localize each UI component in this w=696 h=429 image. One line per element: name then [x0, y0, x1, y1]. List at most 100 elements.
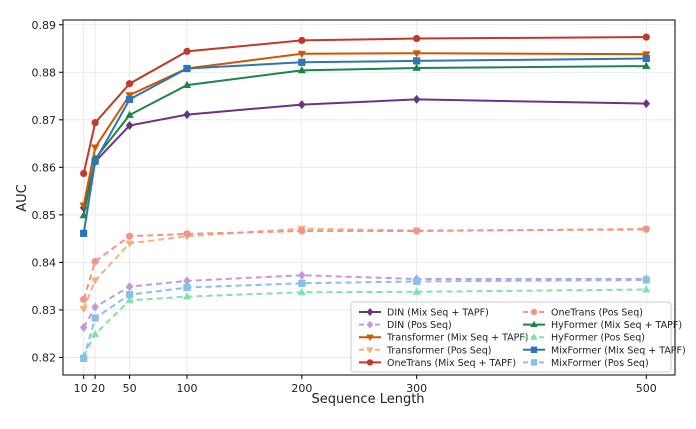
x-tick-label: 20 — [91, 382, 105, 395]
x-tick-label: 50 — [123, 382, 137, 395]
data-point — [366, 334, 374, 342]
legend-label: Transformer (Mix Seq + TAPF) — [386, 333, 529, 344]
data-point — [91, 157, 99, 165]
data-point — [412, 287, 421, 295]
data-point — [298, 227, 306, 235]
data-point — [366, 359, 374, 366]
legend-item: DIN (Mix Seq + TAPF) — [359, 308, 489, 319]
data-point — [80, 295, 88, 304]
legend-item: OneTrans (Mix Seq + TAPF) — [359, 358, 516, 369]
data-point — [530, 308, 538, 316]
data-point — [412, 50, 421, 58]
data-point — [297, 287, 306, 296]
data-point — [366, 347, 374, 354]
series-line — [82, 65, 647, 216]
y-tick-label: 0.84 — [32, 256, 57, 269]
series-hyformer-mix-seq-tapf — [79, 61, 651, 219]
data-point — [642, 276, 650, 284]
series-transformer-pos-seq — [79, 225, 651, 314]
data-point — [183, 64, 191, 73]
series-line — [82, 36, 647, 174]
data-point — [79, 306, 88, 314]
legend-label: HyFormer (Mix Seq + TAPF) — [551, 320, 682, 331]
data-point — [642, 225, 650, 233]
data-point — [642, 285, 651, 293]
data-point — [182, 292, 192, 300]
x-tick-label: 200 — [291, 382, 312, 395]
data-point — [80, 169, 88, 178]
legend-item: OneTrans (Pos Seq) — [523, 308, 643, 319]
plot-frame — [62, 19, 676, 376]
data-point — [530, 359, 538, 366]
legend-label: HyFormer (Pos Seq) — [551, 333, 645, 344]
data-point — [413, 227, 421, 235]
data-point — [125, 282, 134, 292]
legend-item: DIN (Pos Seq) — [359, 320, 452, 331]
data-point — [642, 61, 651, 69]
data-point — [80, 354, 88, 362]
data-point — [91, 257, 99, 266]
data-point — [125, 291, 134, 299]
data-point — [183, 230, 191, 238]
legend: DIN (Mix Seq + TAPF)DIN (Pos Seq) Transfo… — [350, 301, 686, 373]
data-point — [412, 94, 421, 104]
data-point — [182, 80, 192, 88]
x-tick-label: 300 — [406, 382, 427, 395]
legend-label: MixFormer (Pos Seq) — [551, 358, 649, 369]
data-point — [91, 314, 99, 322]
data-point — [91, 329, 100, 338]
data-point — [125, 80, 134, 88]
data-point — [413, 57, 421, 65]
legend-label: OneTrans (Pos Seq) — [551, 308, 643, 319]
data-point — [298, 58, 306, 66]
series-line — [82, 52, 647, 206]
data-point — [298, 36, 306, 45]
data-point — [183, 276, 191, 286]
legend-label: DIN (Mix Seq + TAPF) — [387, 308, 489, 319]
series-din-mix-seq-tapf — [79, 94, 651, 213]
x-tick-label: 10 — [74, 382, 88, 395]
data-point — [79, 322, 88, 332]
data-point — [297, 50, 306, 59]
data-point — [413, 277, 421, 285]
series-line — [82, 57, 647, 234]
x-tick-label: 500 — [636, 382, 657, 395]
data-point — [530, 346, 538, 353]
series-onetrans-mix-seq-tapf — [80, 33, 650, 178]
data-point — [298, 279, 306, 287]
legend-item: HyFormer (Mix Seq + TAPF) — [523, 320, 682, 331]
data-point — [298, 100, 306, 110]
series-onetrans-pos-seq — [80, 225, 650, 304]
legend-item: MixFormer (Pos Seq) — [523, 358, 649, 369]
x-tick-label: 100 — [177, 382, 198, 395]
series-line — [82, 228, 647, 300]
data-point — [412, 63, 421, 71]
legend-label: OneTrans (Mix Seq + TAPF) — [387, 358, 516, 369]
legend-label: Transformer (Pos Seq) — [386, 345, 492, 356]
legend-box — [350, 301, 672, 373]
data-point — [530, 333, 538, 340]
legend-item: Transformer (Mix Seq + TAPF) — [359, 333, 529, 344]
legend-item: HyFormer (Pos Seq) — [523, 333, 645, 344]
y-tick-label: 0.83 — [32, 304, 57, 317]
y-tick-label: 0.85 — [32, 209, 57, 222]
data-point — [80, 229, 88, 237]
data-point — [413, 34, 421, 43]
data-point — [530, 320, 538, 328]
data-point — [297, 66, 306, 74]
data-point — [91, 302, 99, 312]
series-line — [82, 98, 647, 208]
data-point — [183, 283, 191, 292]
data-point — [642, 33, 650, 41]
y-tick-label: 0.82 — [32, 351, 57, 364]
data-point — [91, 119, 99, 127]
data-point — [125, 296, 134, 304]
data-point — [183, 110, 191, 120]
data-point — [125, 121, 134, 131]
y-tick-label: 0.86 — [32, 161, 57, 174]
legend-label: DIN (Pos Seq) — [387, 320, 452, 331]
data-point — [298, 270, 306, 280]
y-axis-title: AUC — [15, 184, 30, 212]
data-point — [91, 277, 100, 285]
